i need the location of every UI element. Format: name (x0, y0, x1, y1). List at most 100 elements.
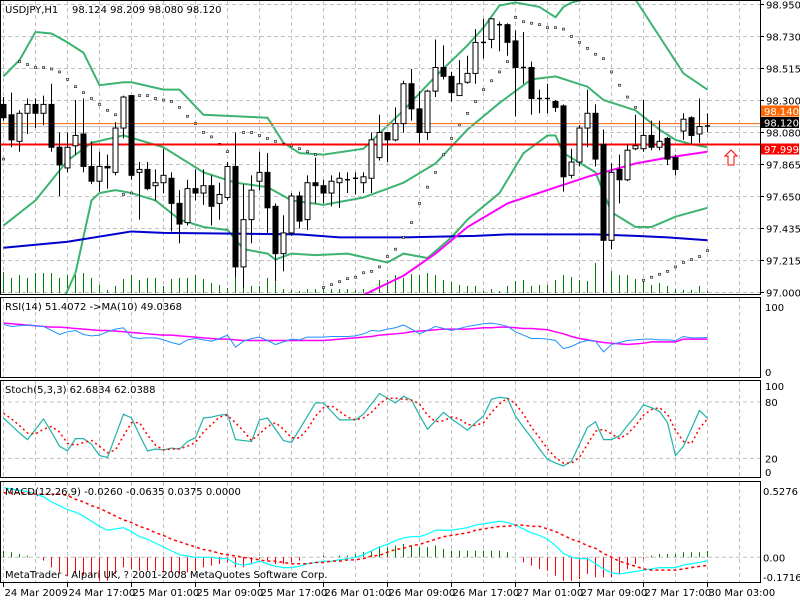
candle[interactable] (528, 61, 535, 115)
candle[interactable] (440, 45, 447, 80)
candle[interactable] (504, 23, 511, 56)
candle[interactable] (481, 18, 486, 59)
candle[interactable] (600, 129, 607, 292)
candle[interactable] (88, 141, 95, 185)
candle[interactable] (304, 175, 311, 230)
candle[interactable] (144, 162, 151, 191)
candle[interactable] (497, 21, 502, 52)
parabolic-sar-dot (634, 106, 637, 109)
candle[interactable] (128, 95, 135, 180)
candle[interactable] (272, 203, 279, 282)
candle[interactable] (512, 30, 519, 117)
candle[interactable] (160, 148, 167, 194)
candle[interactable] (424, 89, 431, 140)
candle[interactable] (592, 104, 599, 167)
candle[interactable] (320, 179, 327, 204)
candle[interactable] (521, 32, 526, 84)
candle[interactable] (296, 191, 303, 229)
candle[interactable] (624, 144, 631, 182)
candle[interactable] (464, 55, 471, 84)
candle[interactable] (152, 169, 159, 201)
candle[interactable] (632, 114, 639, 151)
candle[interactable] (200, 169, 207, 205)
candle[interactable] (345, 172, 350, 194)
candle[interactable] (96, 151, 103, 192)
candle[interactable] (416, 91, 423, 143)
price-pane[interactable] (1, 0, 760, 322)
candle[interactable] (168, 172, 175, 232)
candle[interactable] (616, 154, 623, 204)
candle[interactable] (584, 89, 591, 148)
stochastic-pane[interactable] (3, 392, 709, 467)
macd-pane[interactable] (3, 487, 708, 581)
candle[interactable] (176, 190, 183, 244)
candle[interactable] (224, 162, 231, 201)
candle[interactable] (432, 39, 439, 98)
candle[interactable] (248, 175, 255, 244)
candle[interactable] (240, 184, 247, 288)
candle[interactable] (264, 153, 271, 233)
candle-body-bull (72, 134, 79, 147)
candle[interactable] (400, 80, 407, 133)
candle[interactable] (408, 68, 415, 121)
candle[interactable] (472, 29, 479, 84)
candle[interactable] (32, 98, 39, 129)
time-axis-label: 30 Mar 03:00 (709, 588, 776, 599)
candle[interactable] (336, 172, 343, 208)
parabolic-sar-dot (410, 221, 413, 224)
candle[interactable] (72, 100, 79, 155)
candle[interactable] (80, 98, 87, 173)
parabolic-sar-dot (546, 26, 549, 29)
candle[interactable] (648, 120, 655, 151)
candle[interactable] (56, 132, 63, 196)
candle[interactable] (112, 122, 119, 176)
candle[interactable] (672, 154, 679, 176)
candle[interactable] (576, 125, 583, 167)
candle[interactable] (640, 100, 647, 152)
candle[interactable] (104, 154, 111, 189)
candle[interactable] (360, 172, 367, 194)
rsi-pane[interactable] (3, 322, 708, 353)
candle[interactable] (696, 98, 703, 143)
candle[interactable] (664, 136, 671, 165)
candle[interactable] (120, 95, 127, 139)
candle[interactable] (368, 132, 375, 194)
candle[interactable] (64, 132, 71, 173)
candle[interactable] (688, 116, 695, 145)
candle[interactable] (456, 60, 463, 97)
parabolic-sar-dot (418, 202, 421, 205)
candle[interactable] (656, 120, 663, 151)
candle[interactable] (488, 18, 495, 49)
candle[interactable] (560, 104, 567, 192)
candle[interactable] (545, 83, 550, 114)
candle[interactable] (312, 157, 319, 204)
candle[interactable] (280, 215, 287, 272)
candle[interactable] (208, 175, 215, 226)
candle[interactable] (353, 172, 358, 195)
candle[interactable] (48, 83, 55, 152)
candle[interactable] (1, 97, 7, 121)
candle[interactable] (448, 71, 455, 102)
candle[interactable] (537, 89, 542, 114)
candle[interactable] (16, 110, 23, 152)
candle[interactable] (568, 148, 575, 179)
candle[interactable] (8, 92, 15, 148)
candle[interactable] (392, 107, 399, 142)
candle[interactable] (232, 132, 239, 278)
candle[interactable] (24, 98, 31, 134)
candle[interactable] (552, 100, 559, 112)
candle[interactable] (216, 182, 223, 220)
candle[interactable] (376, 114, 383, 161)
candle[interactable] (608, 163, 615, 250)
candle[interactable] (136, 162, 143, 220)
candle[interactable] (192, 169, 199, 201)
candle[interactable] (705, 113, 710, 133)
candle[interactable] (184, 179, 191, 226)
candle[interactable] (40, 95, 47, 126)
candle[interactable] (256, 151, 263, 191)
candle[interactable] (328, 175, 335, 207)
candle[interactable] (680, 113, 687, 140)
candle[interactable] (384, 131, 391, 163)
candle[interactable] (288, 193, 295, 236)
